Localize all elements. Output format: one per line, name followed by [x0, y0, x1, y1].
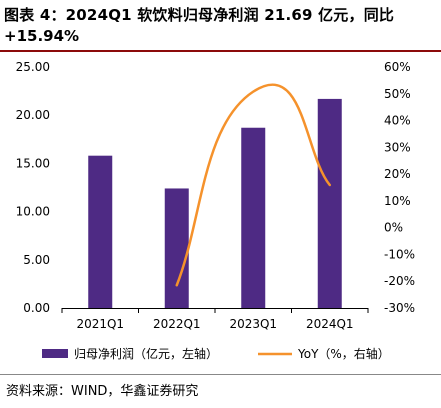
legend-label-bar: 归母净利润（亿元，左轴） [74, 346, 218, 361]
left-tick-label: 5.00 [23, 253, 50, 267]
chart-title-line-1: 图表 4：2024Q1 软饮料归母净利润 21.69 亿元，同比 [4, 6, 395, 24]
left-tick-label: 10.00 [16, 205, 50, 219]
x-tick-label-2023Q1: 2023Q1 [229, 317, 277, 331]
footer-divider [0, 374, 441, 375]
bar-series-net-profit [88, 98, 342, 309]
bar-2021Q1 [88, 155, 113, 308]
left-tick-label: 20.00 [16, 108, 50, 122]
right-tick-label: 0% [384, 221, 403, 235]
left-tick-label: 0.00 [23, 301, 50, 315]
bar-2024Q1 [317, 98, 342, 308]
left-tick-label: 15.00 [16, 156, 50, 170]
combo-chart: 2021Q1 2022Q1 2023Q1 2024Q1 25.00 20.00 15.00 1… [16, 60, 415, 361]
x-tick-label-2021Q1: 2021Q1 [76, 317, 124, 331]
line-series-yoy [175, 83, 331, 287]
right-tick-label: 50% [384, 87, 411, 101]
right-tick-label: 30% [384, 140, 411, 154]
left-tick-label: 25.00 [16, 60, 50, 74]
legend-swatch-bar [42, 349, 68, 358]
x-tick-label-2024Q1: 2024Q1 [306, 317, 354, 331]
source-note: 资料来源：WIND，华鑫证券研究 [6, 384, 199, 399]
bar-2023Q1 [241, 127, 266, 309]
chart-title-line-2: +15.94% [4, 27, 80, 45]
yoy-line [175, 83, 331, 287]
legend: 归母净利润（亿元，左轴） YoY（%，右轴） [42, 346, 390, 361]
legend-label-line: YoY（%，右轴） [297, 346, 390, 361]
right-tick-label: -30% [384, 301, 415, 315]
right-tick-label: 20% [384, 167, 411, 181]
right-tick-label: -10% [384, 247, 415, 261]
title-divider [0, 50, 441, 52]
right-tick-label: 40% [384, 114, 411, 128]
x-tick-label-2022Q1: 2022Q1 [153, 317, 201, 331]
axes: 2021Q1 2022Q1 2023Q1 2024Q1 25.00 20.00 15.00 1… [16, 60, 415, 331]
right-tick-label: 10% [384, 194, 411, 208]
right-tick-label: 60% [384, 60, 411, 74]
right-tick-label: -20% [384, 274, 415, 288]
bar-2022Q1 [164, 188, 189, 308]
